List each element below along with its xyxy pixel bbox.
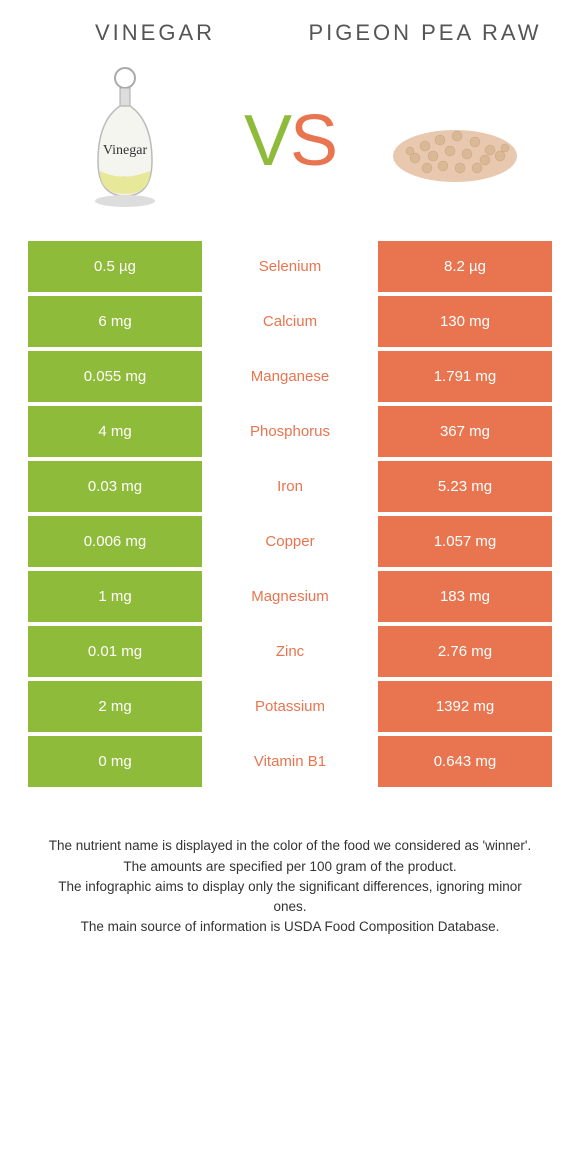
right-value: 183 mg [378, 571, 552, 622]
left-value: 0 mg [28, 736, 202, 787]
left-value: 1 mg [28, 571, 202, 622]
right-value: 5.23 mg [378, 461, 552, 512]
titles-row: Vinegar Pigeon pea raw [0, 0, 580, 56]
table-row: 0.01 mgZinc2.76 mg [28, 626, 552, 677]
table-row: 0.03 mgIron5.23 mg [28, 461, 552, 512]
left-value: 0.01 mg [28, 626, 202, 677]
nutrient-name: Zinc [208, 626, 372, 677]
images-row: Vinegar VS [0, 56, 580, 241]
table-row: 2 mgPotassium1392 mg [28, 681, 552, 732]
left-value: 6 mg [28, 296, 202, 347]
table-row: 0.055 mgManganese1.791 mg [28, 351, 552, 402]
right-value: 1.791 mg [378, 351, 552, 402]
left-value: 2 mg [28, 681, 202, 732]
left-value: 0.5 µg [28, 241, 202, 292]
footer-line: The amounts are specified per 100 gram o… [45, 857, 535, 877]
vinegar-bottle-icon: Vinegar [80, 66, 170, 216]
footer-line: The infographic aims to display only the… [45, 877, 535, 918]
right-title: Pigeon pea raw [290, 20, 560, 46]
comparison-table: 0.5 µgSelenium8.2 µg6 mgCalcium130 mg0.0… [0, 241, 580, 787]
vinegar-label: Vinegar [103, 143, 148, 158]
right-value: 367 mg [378, 406, 552, 457]
nutrient-name: Iron [208, 461, 372, 512]
nutrient-name: Phosphorus [208, 406, 372, 457]
left-value: 0.006 mg [28, 516, 202, 567]
vs-label: VS [244, 100, 336, 182]
table-row: 0.006 mgCopper1.057 mg [28, 516, 552, 567]
left-value: 4 mg [28, 406, 202, 457]
table-row: 4 mgPhosphorus367 mg [28, 406, 552, 457]
nutrient-name: Potassium [208, 681, 372, 732]
pigeon-pea-icon [385, 96, 525, 186]
left-title: Vinegar [20, 20, 290, 46]
right-value: 1392 mg [378, 681, 552, 732]
table-row: 1 mgMagnesium183 mg [28, 571, 552, 622]
left-value: 0.03 mg [28, 461, 202, 512]
nutrient-name: Manganese [208, 351, 372, 402]
table-row: 0 mgVitamin B10.643 mg [28, 736, 552, 787]
nutrient-name: Magnesium [208, 571, 372, 622]
nutrient-name: Copper [208, 516, 372, 567]
vs-s: S [290, 101, 336, 181]
right-value: 0.643 mg [378, 736, 552, 787]
vs-v: V [244, 101, 290, 181]
nutrient-name: Vitamin B1 [208, 736, 372, 787]
footer-line: The main source of information is USDA F… [45, 917, 535, 937]
table-row: 6 mgCalcium130 mg [28, 296, 552, 347]
right-image [385, 66, 525, 216]
footer-line: The nutrient name is displayed in the co… [45, 836, 535, 856]
right-value: 130 mg [378, 296, 552, 347]
table-row: 0.5 µgSelenium8.2 µg [28, 241, 552, 292]
nutrient-name: Calcium [208, 296, 372, 347]
footer-notes: The nutrient name is displayed in the co… [0, 791, 580, 937]
right-value: 1.057 mg [378, 516, 552, 567]
right-value: 8.2 µg [378, 241, 552, 292]
nutrient-name: Selenium [208, 241, 372, 292]
left-value: 0.055 mg [28, 351, 202, 402]
left-image: Vinegar [55, 66, 195, 216]
right-value: 2.76 mg [378, 626, 552, 677]
